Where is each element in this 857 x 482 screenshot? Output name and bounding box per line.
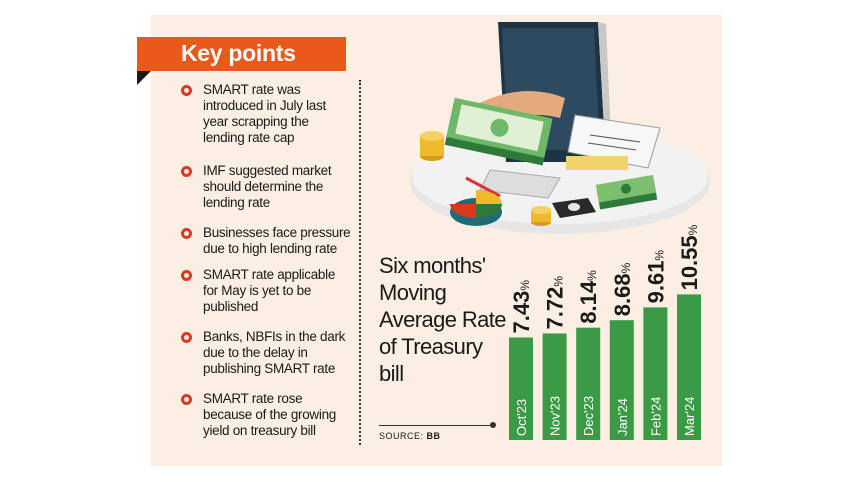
source-rule — [379, 425, 492, 426]
source-note: SOURCE: BB — [379, 431, 441, 441]
chart-title: Six months' Moving Average Rate of Treas… — [379, 253, 507, 386]
category-label: Nov'23 — [548, 396, 563, 436]
value-unit: % — [652, 250, 666, 261]
bar — [542, 333, 567, 440]
source-dot — [490, 422, 496, 428]
bullet-icon — [181, 85, 192, 96]
value-unit: % — [552, 276, 566, 287]
key-points-title: Key points — [181, 40, 296, 66]
bullet-icon — [181, 228, 192, 239]
value-unit: % — [518, 280, 532, 291]
bar — [576, 327, 601, 440]
key-points-header-fold — [137, 71, 151, 85]
bar — [677, 294, 701, 440]
source-value: BB — [426, 431, 441, 441]
category-label: Feb'24 — [648, 397, 663, 436]
source-label: SOURCE: — [379, 431, 424, 441]
category-label: Jan'24 — [615, 398, 630, 436]
category-label: Mar'24 — [682, 397, 697, 436]
bar — [509, 337, 533, 440]
bullet-icon — [181, 166, 192, 177]
category-label: Oct'23 — [514, 399, 529, 436]
category-label: Dec'23 — [581, 396, 596, 436]
key-points-header — [137, 37, 346, 71]
value-label: 9.61% — [643, 250, 668, 304]
bar — [609, 320, 634, 440]
value-label: 7.72% — [543, 276, 568, 330]
value-label: 8.14% — [576, 270, 601, 324]
value-unit: % — [619, 262, 633, 273]
bullet-icon — [181, 270, 192, 281]
bullet-icon — [181, 394, 192, 405]
value-label: 10.55% — [677, 224, 702, 290]
value-label: 8.68% — [610, 262, 635, 316]
bar — [643, 307, 668, 440]
value-unit: % — [686, 224, 700, 235]
value-label: 7.43% — [509, 280, 534, 334]
column-divider — [359, 80, 361, 445]
value-unit: % — [585, 270, 599, 281]
bullet-icon — [181, 332, 192, 343]
